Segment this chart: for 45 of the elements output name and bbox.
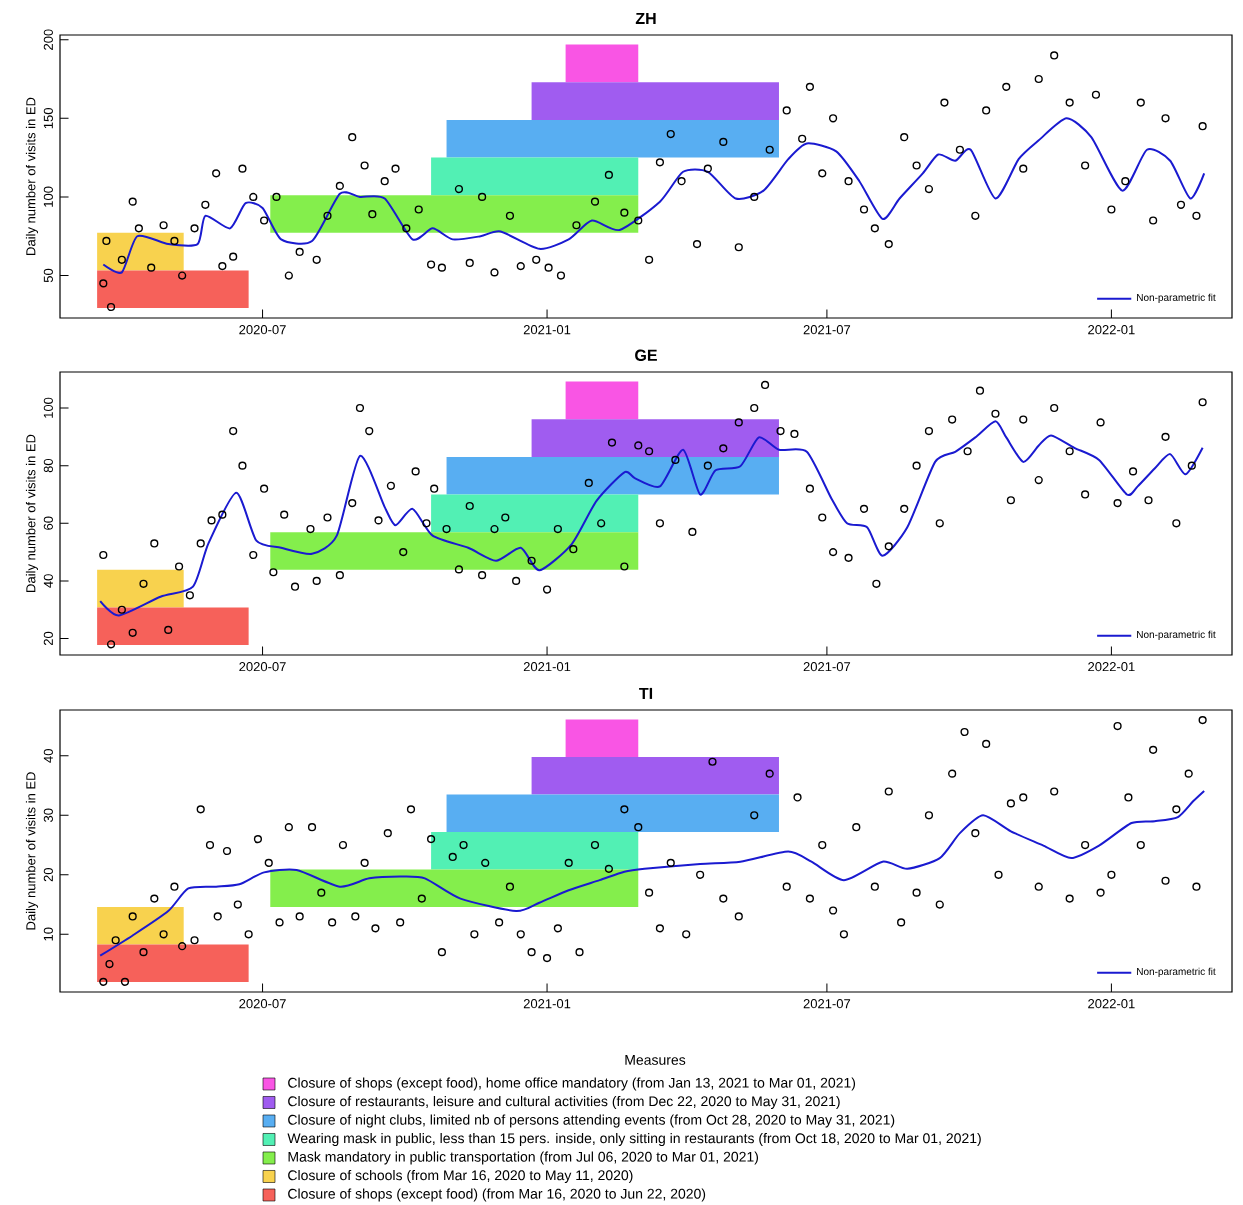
- y-axis-title: Daily number of visits in ED: [25, 97, 38, 255]
- legend-label: Closure of night clubs, limited nb of persons attending events (from Oct 28, 2020 to May 31, 2021): [288, 1114, 895, 1128]
- x-tick-label: 2022-01: [1088, 999, 1135, 1009]
- legend-label: Non-parametric fit: [1137, 967, 1216, 978]
- y-tick-label: 60: [43, 516, 53, 530]
- x-tick-label: 2020-07: [239, 662, 286, 672]
- legend-label: Closure of shops (except food) (from Mar 16, 2020 to Jun 22, 2020): [288, 1188, 706, 1202]
- x-tick-label: 2021-07: [803, 999, 851, 1009]
- y-tick-label: 40: [43, 574, 53, 588]
- line-series: [99, 789, 1206, 957]
- x-tick-label: 2020-07: [239, 325, 286, 335]
- legend-label: Mask mandatory in public transportation (from Jul 06, 2020 to Mar 01, 2021): [288, 1151, 759, 1165]
- line-series: [102, 117, 1206, 274]
- x-tick-label: 2021-07: [803, 662, 851, 672]
- y-axis-title: Daily number of visits in ED: [25, 772, 38, 930]
- legend-label: Non-parametric fit: [1137, 630, 1216, 640]
- chart-title: ZH: [635, 12, 656, 24]
- y-tick-label: 100: [43, 397, 53, 418]
- x-tick-label: 2021-01: [523, 999, 571, 1009]
- legend-label: Closure of schools (from Mar 16, 2020 to May 11, 2020): [288, 1169, 633, 1184]
- y-tick-label: 20: [43, 631, 53, 646]
- legend-title: Measures: [625, 1055, 686, 1065]
- chart-title: TI: [639, 687, 653, 699]
- legend-label: Non-parametric fit: [1137, 293, 1216, 303]
- y-tick-label: 80: [43, 458, 53, 473]
- y-tick-label: 200: [43, 29, 53, 50]
- line-series: [99, 420, 1204, 617]
- x-tick-label: 2022-01: [1088, 662, 1135, 672]
- y-axis-title: Daily number of visits in ED: [25, 434, 38, 592]
- y-tick-label: 50: [43, 268, 53, 283]
- y-tick-label: 10: [43, 927, 53, 941]
- legend-label: Wearing mask in public, less than 15 pers. inside, only sitting in restaurants (from Oct 18, 2020 to Mar 01, 2021): [287, 1132, 981, 1147]
- y-tick-label: 20: [43, 868, 53, 882]
- x-tick-label: 2022-01: [1088, 325, 1135, 335]
- x-tick-label: 2021-01: [523, 325, 571, 335]
- y-tick-label: 150: [43, 107, 53, 129]
- legend-label: Closure of restaurants, leisure and cultural activities (from Dec 22, 2020 to May 31, 2021): [288, 1095, 840, 1110]
- y-tick-label: 30: [43, 808, 53, 823]
- y-tick-label: 100: [43, 186, 53, 207]
- chart-title: GE: [635, 349, 657, 361]
- x-tick-label: 2021-07: [803, 325, 851, 335]
- y-tick-label: 40: [43, 749, 53, 763]
- x-tick-label: 2020-07: [239, 999, 286, 1009]
- x-tick-label: 2021-01: [523, 662, 571, 672]
- legend-label: Closure of shops (except food), home office mandatory (from Jan 13, 2021 to Mar 01, 2021): [288, 1077, 856, 1091]
